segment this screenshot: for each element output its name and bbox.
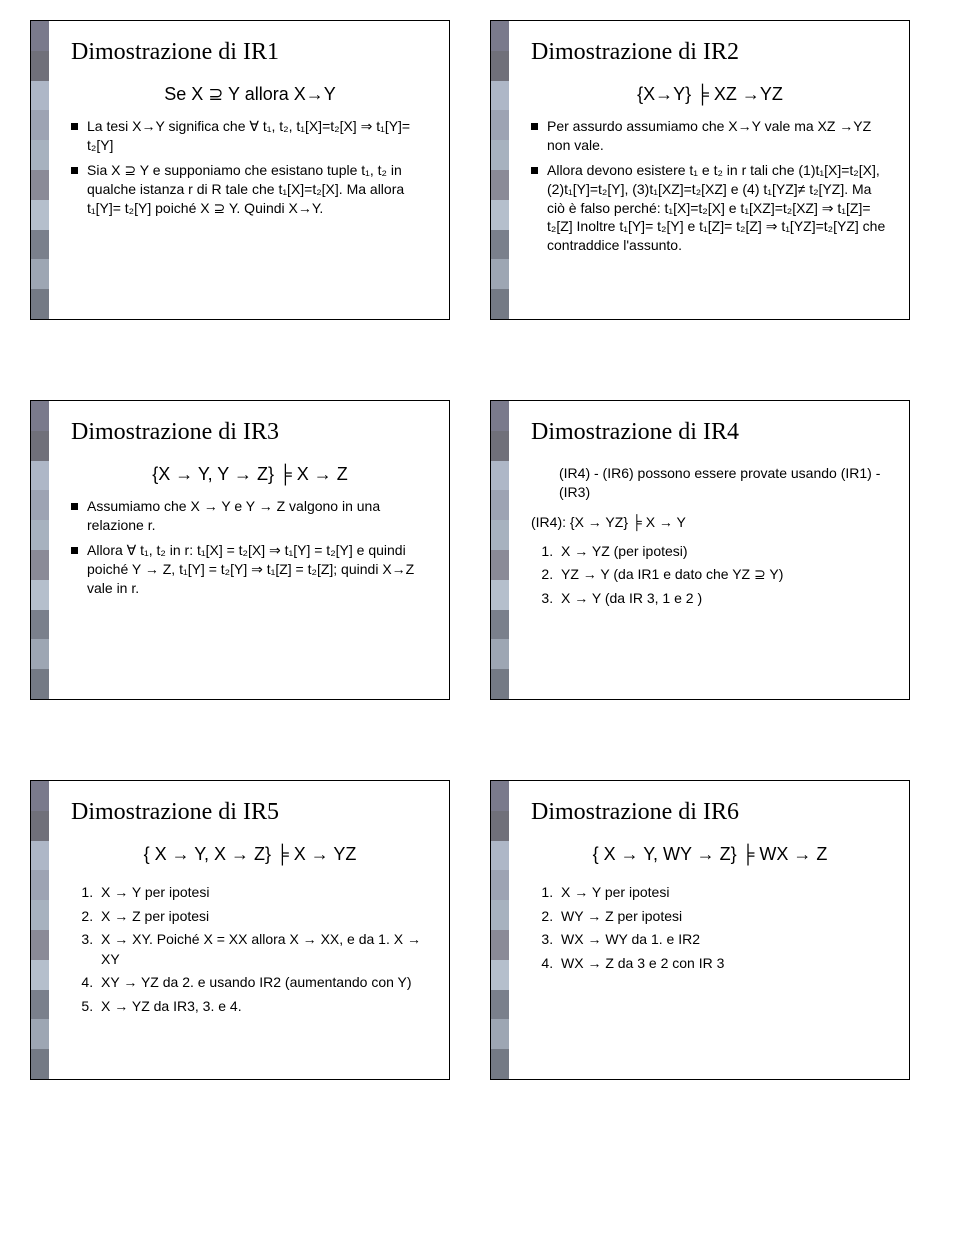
list-item: X → Z per ipotesi [97,907,429,927]
slide-content: Dimostrazione di IR4 (IR4) - (IR6) posso… [509,401,909,699]
list-item: X → XY. Poiché X = XX allora X → XX, e d… [97,930,429,969]
list-item: WY → Z per ipotesi [557,907,889,927]
list-item: WX → Z da 3 e 2 con IR 3 [557,954,889,974]
bullet-item: Per assurdo assumiamo che X→Y vale ma XZ… [531,117,889,155]
numbered-list: X → YZ (per ipotesi) YZ → Y (da IR1 e da… [531,542,889,613]
slide-title: Dimostrazione di IR4 [531,419,889,446]
bullet-list: Assumiamo che X → Y e Y → Z valgono in u… [71,497,429,603]
slide-content: Dimostrazione di IR5 { X → Y, X → Z} ╞ X… [49,781,449,1079]
slide-subtitle: { X → Y, X → Z} ╞ X → YZ [71,844,429,865]
list-item: X → Y (da IR 3, 1 e 2 ) [557,589,889,609]
slide-subtitle: Se X ⊇ Y allora X→Y [71,84,429,105]
slide-content: Dimostrazione di IR2 {X→Y} ╞ XZ →YZ Per … [509,21,909,319]
bullet-list: La tesi X→Y significa che ∀ t₁, t₂, t₁[X… [71,117,429,223]
color-strip [31,401,49,699]
slide-title: Dimostrazione di IR5 [71,799,429,826]
slide-ir6: Dimostrazione di IR6 { X → Y, WY → Z} ╞ … [490,780,910,1080]
slide-label: (IR4): {X → YZ} ╞ X → Y [531,514,889,530]
slide-subtitle: {X→Y} ╞ XZ →YZ [531,84,889,105]
list-item: X → Y per ipotesi [557,883,889,903]
list-item: YZ → Y (da IR1 e dato che YZ ⊇ Y) [557,565,889,585]
bullet-list: Per assurdo assumiamo che X→Y vale ma XZ… [531,117,889,261]
numbered-list: X → Y per ipotesi WY → Z per ipotesi WX … [531,883,889,977]
list-item: X → YZ da IR3, 3. e 4. [97,997,429,1017]
slide-ir3: Dimostrazione di IR3 {X → Y, Y → Z} ╞ X … [30,400,450,700]
slide-title: Dimostrazione di IR2 [531,39,889,66]
bullet-item: Assumiamo che X → Y e Y → Z valgono in u… [71,497,429,535]
color-strip [491,21,509,319]
page: Dimostrazione di IR1 Se X ⊇ Y allora X→Y… [0,0,960,1200]
bullet-item: Allora ∀ t₁, t₂ in r: t₁[X] = t₂[X] ⇒ t₁… [71,541,429,598]
color-strip [31,781,49,1079]
bullet-item: Allora devono esistere t₁ e t₂ in r tali… [531,161,889,255]
slide-ir2: Dimostrazione di IR2 {X→Y} ╞ XZ →YZ Per … [490,20,910,320]
list-item: XY → YZ da 2. e usando IR2 (aumentando c… [97,973,429,993]
bullet-item: Sia X ⊇ Y e supponiamo che esistano tupl… [71,161,429,218]
slide-title: Dimostrazione di IR1 [71,39,429,66]
slide-title: Dimostrazione di IR3 [71,419,429,446]
numbered-list: X → Y per ipotesi X → Z per ipotesi X → … [71,883,429,1021]
row-2: Dimostrazione di IR3 {X → Y, Y → Z} ╞ X … [30,400,930,700]
color-strip [491,781,509,1079]
row-1: Dimostrazione di IR1 Se X ⊇ Y allora X→Y… [30,20,930,320]
slide-ir5: Dimostrazione di IR5 { X → Y, X → Z} ╞ X… [30,780,450,1080]
slide-content: Dimostrazione di IR1 Se X ⊇ Y allora X→Y… [49,21,449,319]
list-item: X → Y per ipotesi [97,883,429,903]
slide-title: Dimostrazione di IR6 [531,799,889,826]
list-item: X → YZ (per ipotesi) [557,542,889,562]
row-3: Dimostrazione di IR5 { X → Y, X → Z} ╞ X… [30,780,930,1080]
slide-ir4: Dimostrazione di IR4 (IR4) - (IR6) posso… [490,400,910,700]
color-strip [31,21,49,319]
slide-ir1: Dimostrazione di IR1 Se X ⊇ Y allora X→Y… [30,20,450,320]
slide-content: Dimostrazione di IR3 {X → Y, Y → Z} ╞ X … [49,401,449,699]
list-item: WX → WY da 1. e IR2 [557,930,889,950]
slide-content: Dimostrazione di IR6 { X → Y, WY → Z} ╞ … [509,781,909,1079]
bullet-item: La tesi X→Y significa che ∀ t₁, t₂, t₁[X… [71,117,429,155]
slide-subtitle: { X → Y, WY → Z} ╞ WX → Z [531,844,889,865]
slide-subtitle: {X → Y, Y → Z} ╞ X → Z [71,464,429,485]
slide-intro: (IR4) - (IR6) possono essere provate usa… [531,464,889,502]
color-strip [491,401,509,699]
